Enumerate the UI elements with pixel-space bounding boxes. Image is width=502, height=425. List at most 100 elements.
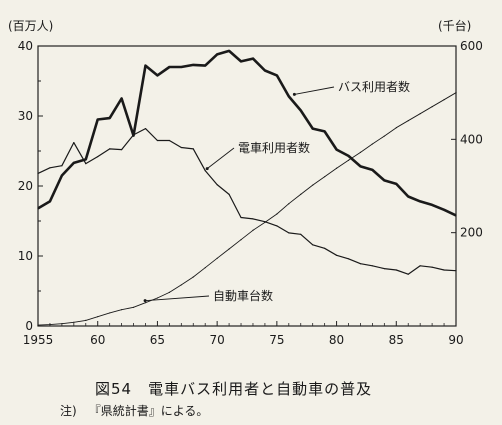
series-3-point [109, 312, 111, 314]
series-1-point [300, 109, 302, 111]
series-1-point [312, 128, 314, 130]
series-3-point [61, 323, 63, 325]
series-2-point [407, 273, 409, 275]
series-1-point [443, 209, 445, 211]
series-2-point [109, 148, 111, 150]
series-3-point [121, 309, 123, 311]
annotation-leader [206, 147, 235, 169]
annotation-arrowhead [292, 92, 296, 96]
series-3-point [240, 239, 242, 241]
series-1-point [419, 200, 421, 202]
series-2-point [228, 193, 230, 195]
x-tick-label: 70 [210, 333, 225, 347]
series-2-point [347, 258, 350, 260]
series-line-1 [37, 49, 457, 217]
series-1-point [264, 69, 266, 72]
series-1-point [347, 155, 350, 157]
series-1-point [49, 200, 51, 202]
series-1-point [216, 53, 218, 56]
y-right-tick-label: 400 [460, 132, 483, 146]
series-2-point [288, 232, 290, 234]
series-2-point [276, 225, 278, 227]
series-1-point [395, 183, 397, 185]
series-2-point [37, 172, 39, 174]
series-2-point [192, 148, 194, 150]
series-3-point [264, 221, 266, 223]
series-3-point [419, 113, 421, 115]
y-right-tick-label: 200 [460, 226, 483, 240]
y-left-tick-label: 0 [25, 319, 33, 333]
series-2-point [204, 170, 206, 172]
annotation-arrowhead [143, 299, 147, 303]
series-3-point [276, 213, 278, 215]
x-tick-label: 60 [90, 333, 105, 347]
series-3-point [431, 106, 433, 108]
series-1-point [109, 117, 111, 119]
series-1-point [240, 60, 242, 63]
series-1-point [85, 158, 87, 160]
x-tick-label: 65 [150, 333, 165, 347]
series-2-point [300, 233, 302, 235]
series-1-point [73, 162, 75, 164]
series-2-point [97, 156, 99, 158]
y-right-tick-label: 600 [460, 39, 483, 53]
figure-caption: 図54 電車バス利用者と自動車の普及 [95, 380, 373, 398]
series-3-point [49, 324, 51, 326]
series-2-point [132, 134, 135, 136]
series-3-point [300, 193, 302, 195]
series-2-point [216, 184, 218, 186]
series-1-point [252, 58, 254, 60]
series-3-point [312, 184, 314, 186]
annotation-arrowhead [205, 167, 209, 171]
series-1-point [431, 204, 433, 206]
series-3-point [180, 284, 182, 286]
series-line-2 [37, 128, 457, 275]
series-3-point [455, 92, 457, 94]
series-2-point [419, 265, 421, 267]
series-2-point [252, 218, 254, 220]
y-left-tick-label: 30 [18, 109, 33, 123]
series-2-point [156, 139, 159, 142]
series-2-point [359, 263, 362, 265]
series-1-point [276, 74, 278, 76]
series-1-point [228, 50, 230, 52]
series-2-point [312, 244, 314, 246]
series-3-point [395, 127, 397, 129]
chart-series-lines [37, 49, 457, 326]
series-2-point [383, 268, 385, 270]
annotation-label-1: バス利用者数 [338, 79, 410, 94]
x-tick-label: 90 [448, 333, 463, 347]
series-3-point [383, 135, 385, 137]
x-tick-label: 85 [389, 333, 404, 347]
series-2-point [144, 128, 147, 130]
series-1-point [61, 174, 63, 177]
series-3-point [359, 151, 362, 153]
series-2-point [443, 269, 445, 271]
line-chart: 0 10 20 30 40 200 400 600 1955 60 65 70 75 80 85 90 (百万人… [8, 18, 483, 347]
series-2-point [180, 146, 182, 149]
series-1-point [383, 179, 385, 181]
x-tick-label: 1955 [23, 333, 54, 347]
series-3-point [288, 203, 290, 205]
series-1-point [97, 118, 99, 121]
annotation-label-2: 電車利用者数 [238, 140, 310, 155]
series-2-point [49, 167, 51, 169]
series-3-point [156, 297, 159, 299]
series-3-point [228, 248, 230, 250]
series-2-point [455, 270, 457, 272]
series-3-point [443, 99, 445, 101]
series-3-point [97, 316, 99, 318]
series-3-point [37, 324, 39, 326]
series-1-point [180, 66, 182, 68]
series-2-point [73, 142, 75, 144]
x-tick-label: 75 [269, 333, 284, 347]
y-left-tick-label: 10 [18, 249, 33, 263]
series-3-point [324, 176, 326, 178]
series-1-point [144, 65, 147, 67]
series-3-point [144, 302, 147, 304]
series-1-point [192, 64, 194, 66]
y-right-unit-label: (千台) [438, 18, 471, 33]
note-text: 『県統計書』による。 [88, 404, 209, 418]
series-1-point [371, 169, 373, 171]
